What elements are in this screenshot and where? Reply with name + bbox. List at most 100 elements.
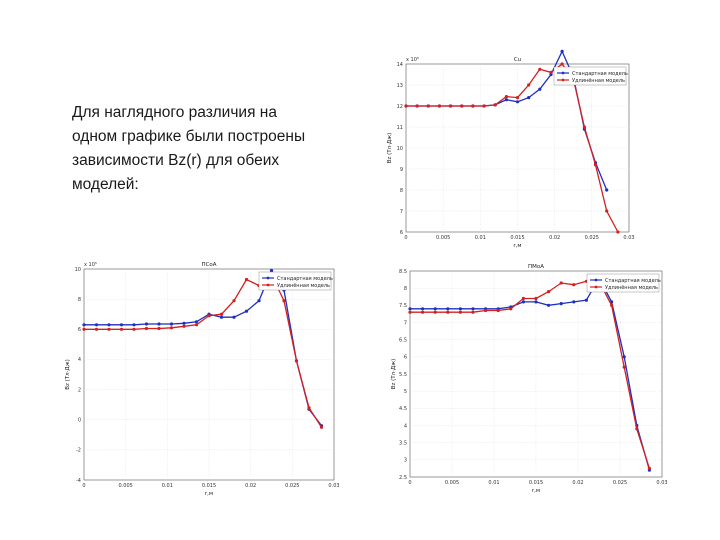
chart-pmoa: 0 0.005 0.01 0.015 0.02 0.025 0.03 2.5 3 3.5 4 4.5 5… xyxy=(382,255,682,515)
legend-marker xyxy=(266,276,270,280)
series-point xyxy=(527,96,531,100)
legend-entry: Стандартная модель xyxy=(277,276,333,282)
series-point xyxy=(182,321,186,325)
x-tick-label: 0.025 xyxy=(285,483,299,489)
x-tick-label: 0.005 xyxy=(436,235,450,241)
y-tick-label: 11 xyxy=(397,125,403,131)
legend-entry: Удлинённая модель xyxy=(572,78,625,84)
chart-cu: 0 0.005 0.01 0.015 0.02 0.025 0.03 6 7 8 9 10 11 12 13… xyxy=(386,49,656,267)
series-point xyxy=(319,425,324,429)
x-tick-label: 0.015 xyxy=(202,483,216,489)
series-point xyxy=(647,466,651,470)
series-point xyxy=(538,67,542,71)
series-point xyxy=(560,62,564,66)
y-tick-label: 8 xyxy=(400,188,403,194)
series-point xyxy=(437,104,441,108)
y-tick-label: 4.5 xyxy=(399,406,407,412)
x-tick-label: 0.005 xyxy=(119,483,133,489)
y-tick-label: 4 xyxy=(404,423,407,429)
series-point xyxy=(169,322,174,326)
series-point xyxy=(408,310,412,314)
series-point xyxy=(605,188,609,192)
series-point xyxy=(244,277,249,282)
x-tick-label: 0.005 xyxy=(445,480,459,486)
y-axis-label: Bz (Тл·Дж) xyxy=(65,359,71,390)
series-point xyxy=(622,365,626,369)
series-point xyxy=(449,104,453,108)
series-point xyxy=(169,326,174,330)
series-line xyxy=(410,276,651,471)
series-point xyxy=(194,323,199,327)
series-line xyxy=(84,273,323,428)
series-point xyxy=(504,95,508,99)
x-tick-label: 0.025 xyxy=(613,480,627,486)
series-point xyxy=(584,298,588,302)
series-point xyxy=(559,302,563,306)
legend-entry: Удлинённая модель xyxy=(277,283,330,289)
chart-title: Cu xyxy=(514,57,521,63)
series-point xyxy=(433,307,437,311)
series-point xyxy=(622,355,626,359)
x-tick-label: 0.015 xyxy=(510,235,524,241)
x-tick-label: 0 xyxy=(404,235,407,241)
series-point xyxy=(257,299,261,303)
series-point xyxy=(547,303,551,307)
series-point xyxy=(219,312,224,316)
series-point xyxy=(559,281,563,285)
series-point xyxy=(294,359,299,363)
series-point xyxy=(107,327,111,331)
series-point xyxy=(616,230,620,234)
y-axis-label: Bz (Тл·Дж) xyxy=(387,133,393,164)
y-tick-label: 9 xyxy=(400,167,403,173)
series-point xyxy=(515,100,520,104)
series-point xyxy=(458,307,462,311)
series-point xyxy=(515,96,520,100)
series-point xyxy=(232,299,236,303)
y-tick-label: 2.5 xyxy=(399,475,407,481)
chart-title: ПСоА xyxy=(201,262,216,268)
series-point xyxy=(493,103,497,107)
y-tick-label: 2 xyxy=(78,387,81,393)
series-point xyxy=(521,296,525,301)
chart-title: ПМоА xyxy=(528,264,544,270)
series-point xyxy=(509,307,513,311)
x-tick-label: 0.025 xyxy=(585,235,599,241)
series-point xyxy=(433,310,437,314)
series-point xyxy=(421,310,425,314)
y-tick-label: 4 xyxy=(78,357,81,363)
series-point xyxy=(538,87,542,91)
y-tick-label: 8 xyxy=(404,286,407,292)
y-tick-label: 5 xyxy=(404,389,407,395)
y-tick-label: 10 xyxy=(397,146,403,152)
series-point xyxy=(207,314,211,318)
x-tick-label: 0.01 xyxy=(475,235,486,241)
legend-entry: Стандартная модель xyxy=(572,71,628,77)
x-tick-label: 0.015 xyxy=(529,480,543,486)
series-point xyxy=(496,308,500,313)
series-point xyxy=(82,323,86,327)
x-tick-label: 0.03 xyxy=(623,235,634,241)
series-line xyxy=(406,63,619,233)
legend-marker xyxy=(594,285,598,289)
series-point xyxy=(157,322,161,326)
y-tick-label: 10 xyxy=(75,267,81,273)
series-point xyxy=(94,323,99,327)
series-line xyxy=(410,280,651,469)
series-point xyxy=(521,300,525,304)
y-tick-label: -2 xyxy=(76,448,81,454)
series-point xyxy=(132,323,136,327)
legend-marker xyxy=(561,71,565,75)
legend-entry: Удлинённая модель xyxy=(605,285,658,291)
series-point xyxy=(232,315,236,319)
x-axis-label: r,м xyxy=(532,488,540,494)
y-axis-label: Bz (Тл·Дж) xyxy=(391,359,397,390)
series-point xyxy=(94,327,99,331)
series-point xyxy=(119,323,124,327)
series-point xyxy=(610,303,614,307)
series-point xyxy=(460,104,464,108)
series-point xyxy=(415,104,419,108)
series-point xyxy=(547,290,551,294)
series-point xyxy=(107,323,111,327)
legend-box xyxy=(258,271,332,291)
x-tick-label: 0.03 xyxy=(328,483,339,489)
